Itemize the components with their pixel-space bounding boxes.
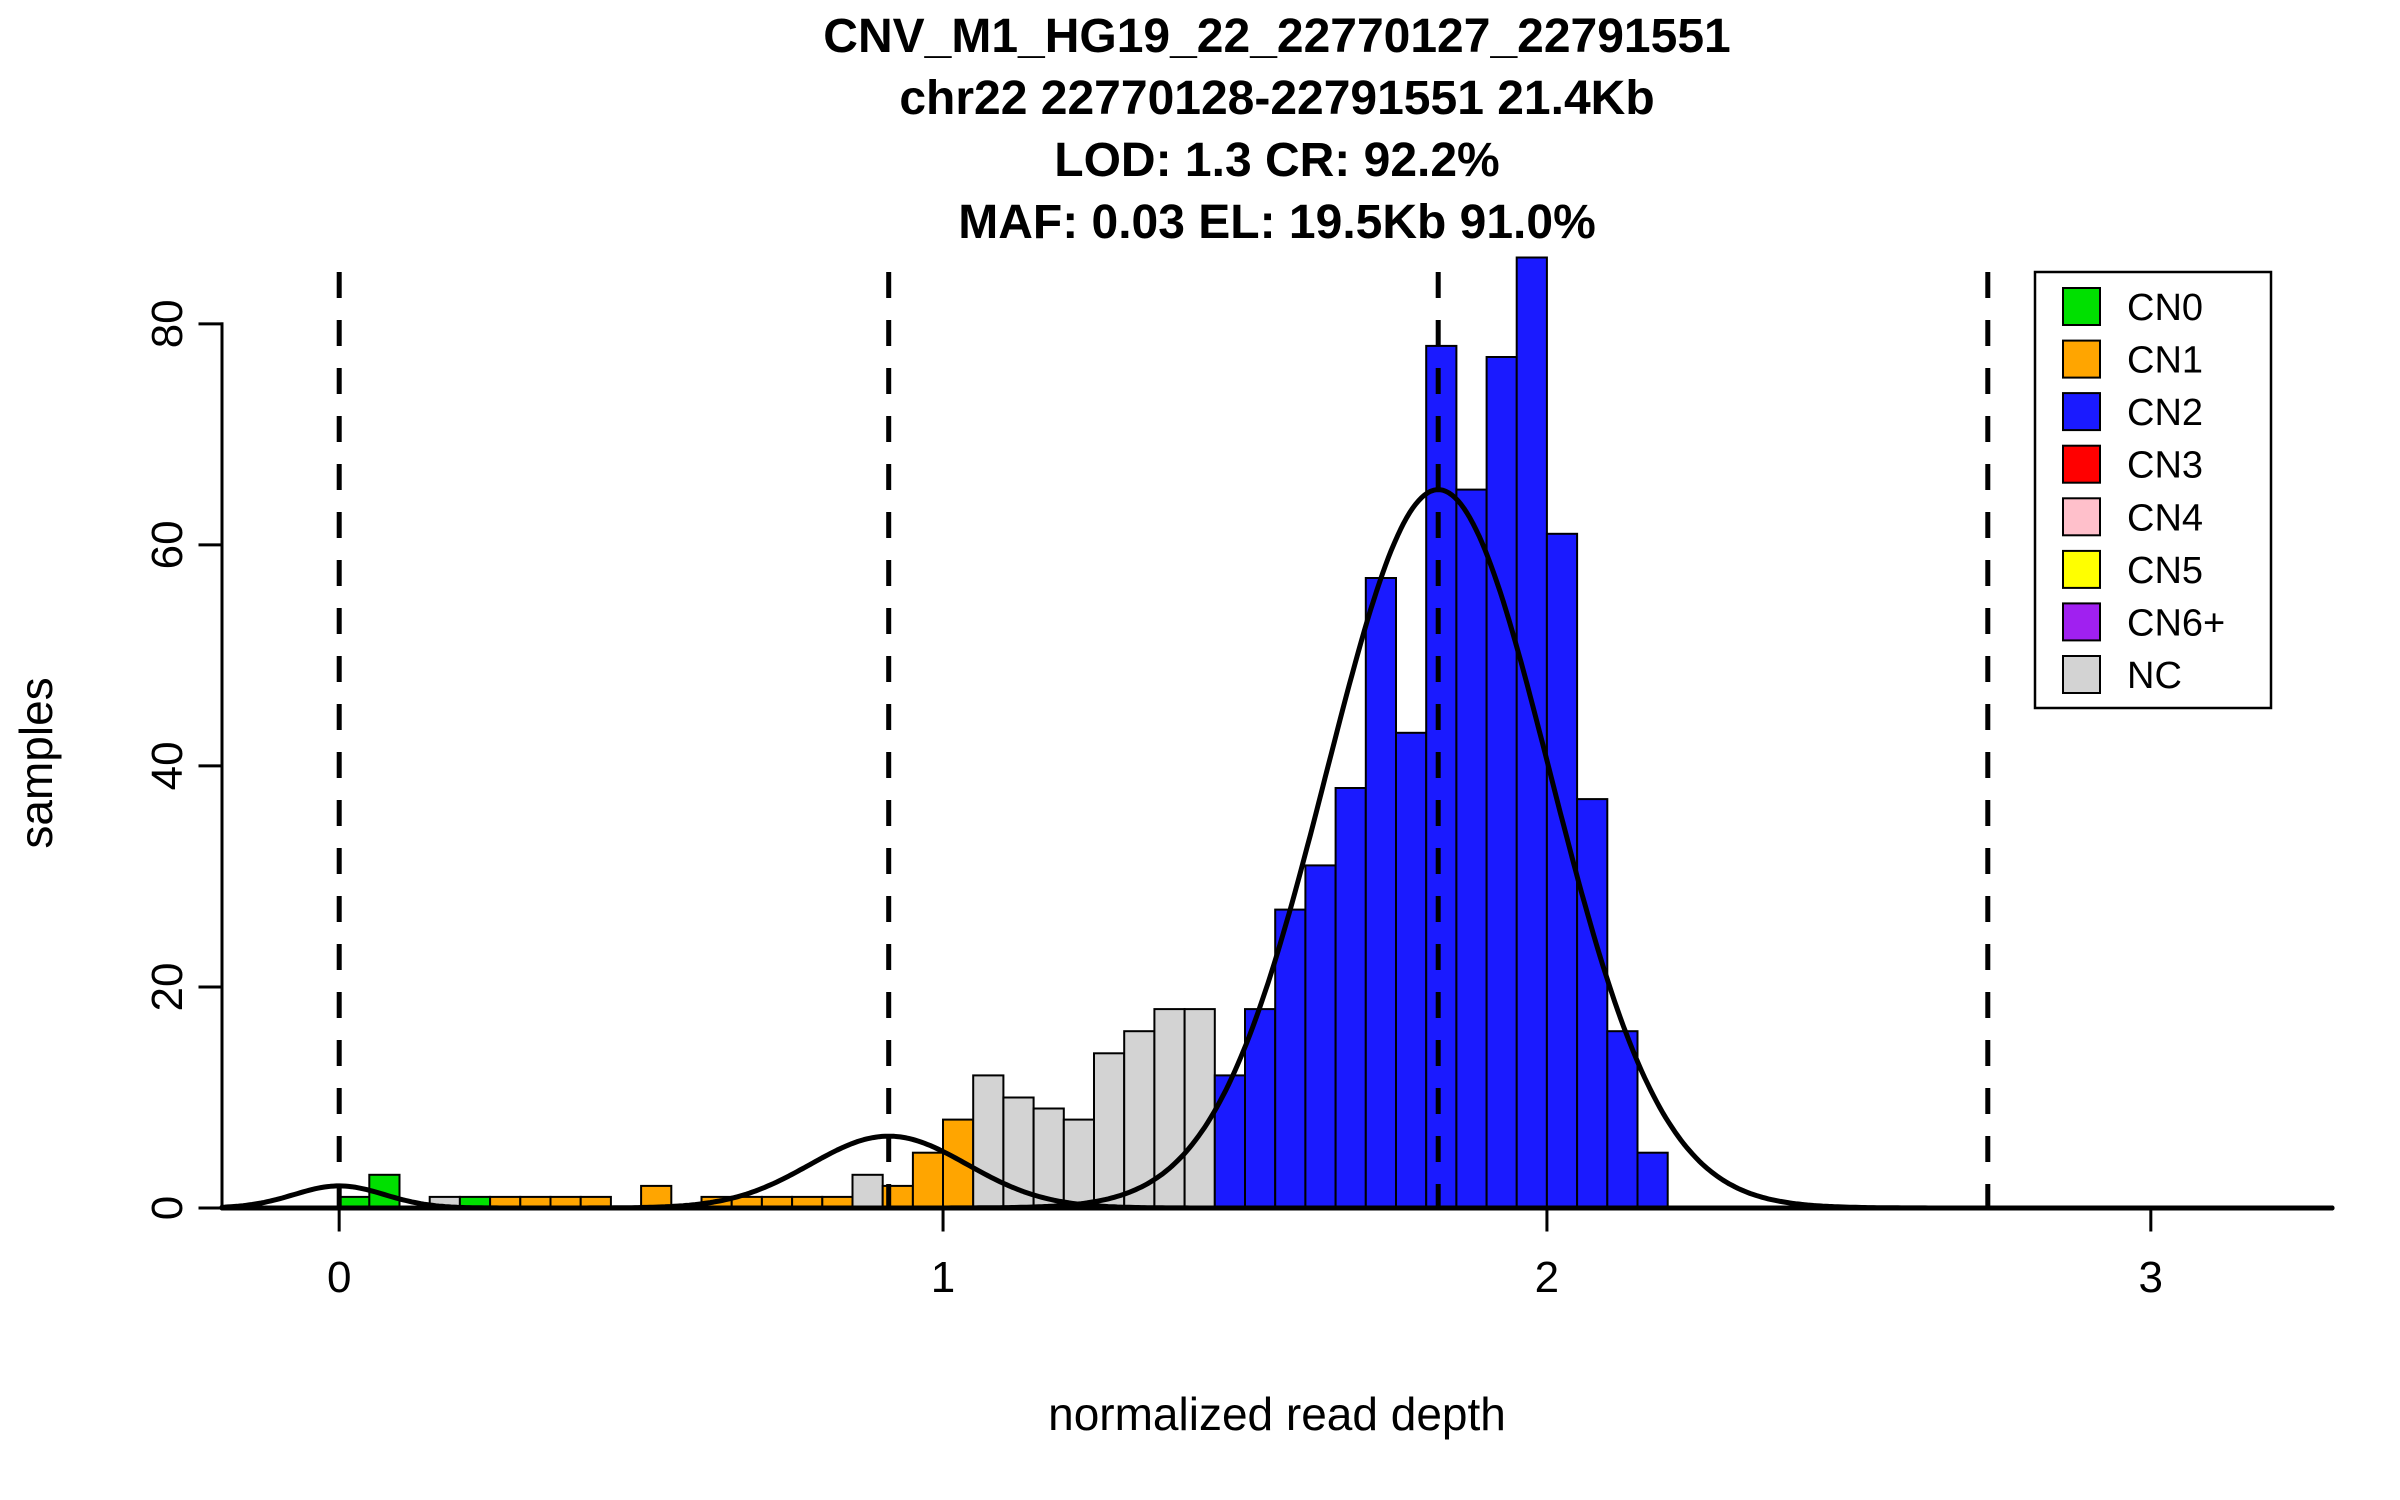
legend-swatch-CN4 xyxy=(2062,497,2101,537)
legend-swatch-CN0 xyxy=(2062,287,2101,326)
cluster-mean-lines xyxy=(336,272,1991,1208)
histogram-bar-CN2 xyxy=(1455,488,1488,1210)
legend-label-CN2: CN2 xyxy=(2127,392,2203,434)
histogram-bar-CN2 xyxy=(1606,1030,1639,1209)
x-tick-label: 0 xyxy=(327,1253,351,1302)
histogram-bar-CN2 xyxy=(1545,532,1579,1209)
legend-label-CN6+: CN6+ xyxy=(2127,602,2225,644)
x-tick-label: 3 xyxy=(2139,1253,2163,1302)
histogram-bar-NC xyxy=(1032,1107,1065,1209)
histogram-bar-CN2 xyxy=(1425,344,1458,1209)
legend-label-NC: NC xyxy=(2127,655,2182,697)
chart-title-line-1: CNV_M1_HG19_22_22770127_22791551 xyxy=(823,10,1730,63)
histogram-bar-CN2 xyxy=(1274,908,1307,1209)
legend-swatch-CN5 xyxy=(2062,549,2101,589)
histogram-bar-NC xyxy=(1183,1008,1216,1209)
y-tick-label: 40 xyxy=(143,741,192,790)
legend-swatch-CN1 xyxy=(2062,339,2101,379)
legend-swatch-CN2 xyxy=(2062,392,2101,432)
histogram-bar-CN2 xyxy=(1364,577,1398,1209)
legend-label-CN0: CN0 xyxy=(2127,287,2203,329)
density-curves xyxy=(219,487,2335,1211)
y-tick-label: 0 xyxy=(143,1196,192,1220)
legend: CN0 CN1 CN2 CN3 CN4 CN5 CN6+ NC xyxy=(2033,270,2273,710)
histogram-bar-NC xyxy=(1093,1052,1126,1210)
histogram-bar-CN1 xyxy=(911,1151,945,1209)
y-axis-label: samples xyxy=(10,677,62,848)
legend-swatch-NC xyxy=(2062,655,2101,694)
chart-title-line-3: LOD: 1.3 CR: 92.2% xyxy=(1054,134,1499,187)
histogram-bar-NC xyxy=(972,1074,1005,1210)
histogram-bar-CN2 xyxy=(1244,1008,1277,1209)
chart-title-line-4: MAF: 0.03 EL: 19.5Kb 91.0% xyxy=(958,196,1596,249)
legend-swatch-CN6+ xyxy=(2062,602,2101,642)
histogram-bar-CN2 xyxy=(1515,256,1548,1209)
legend-label-CN3: CN3 xyxy=(2127,445,2203,487)
x-tick-label: 1 xyxy=(931,1253,955,1302)
histogram-bar-CN2 xyxy=(1636,1151,1669,1209)
tick-labels: 0 1 2 3 0 20 40 60 80 xyxy=(143,299,2163,1302)
y-tick-label: 60 xyxy=(143,520,192,569)
density-curve xyxy=(219,487,2335,1211)
histogram-bars xyxy=(338,256,1669,1210)
legend-label-CN5: CN5 xyxy=(2127,550,2203,592)
legend-label-CN4: CN4 xyxy=(2127,497,2203,539)
x-axis-label: normalized read depth xyxy=(1048,1388,1506,1440)
y-tick-label: 80 xyxy=(143,299,192,348)
histogram-bar-NC xyxy=(1123,1030,1156,1209)
histogram-bar-CN2 xyxy=(1304,864,1337,1210)
chart-title-line-2: chr22 22770128-22791551 21.4Kb xyxy=(899,72,1654,125)
histogram-bar-CN2 xyxy=(1213,1074,1247,1210)
legend-swatch-CN3 xyxy=(2062,444,2101,484)
histogram-bar-CN2 xyxy=(1395,731,1428,1209)
histogram-bar-CN2 xyxy=(1576,798,1609,1209)
histogram-bar-NC xyxy=(1062,1118,1096,1209)
histogram-bar-CN2 xyxy=(1334,787,1367,1209)
x-tick-label: 2 xyxy=(1535,1253,1559,1302)
histogram-bar-NC xyxy=(851,1173,884,1210)
histogram-bar-CN2 xyxy=(1485,356,1518,1209)
y-tick-label: 20 xyxy=(143,963,192,1012)
legend-label-CN1: CN1 xyxy=(2127,340,2203,382)
chart-layers: 0 1 2 3 0 20 40 60 80 CN0 CN1 CN2 CN3 CN4 CN5 CN6+ NC xyxy=(143,256,2335,1302)
